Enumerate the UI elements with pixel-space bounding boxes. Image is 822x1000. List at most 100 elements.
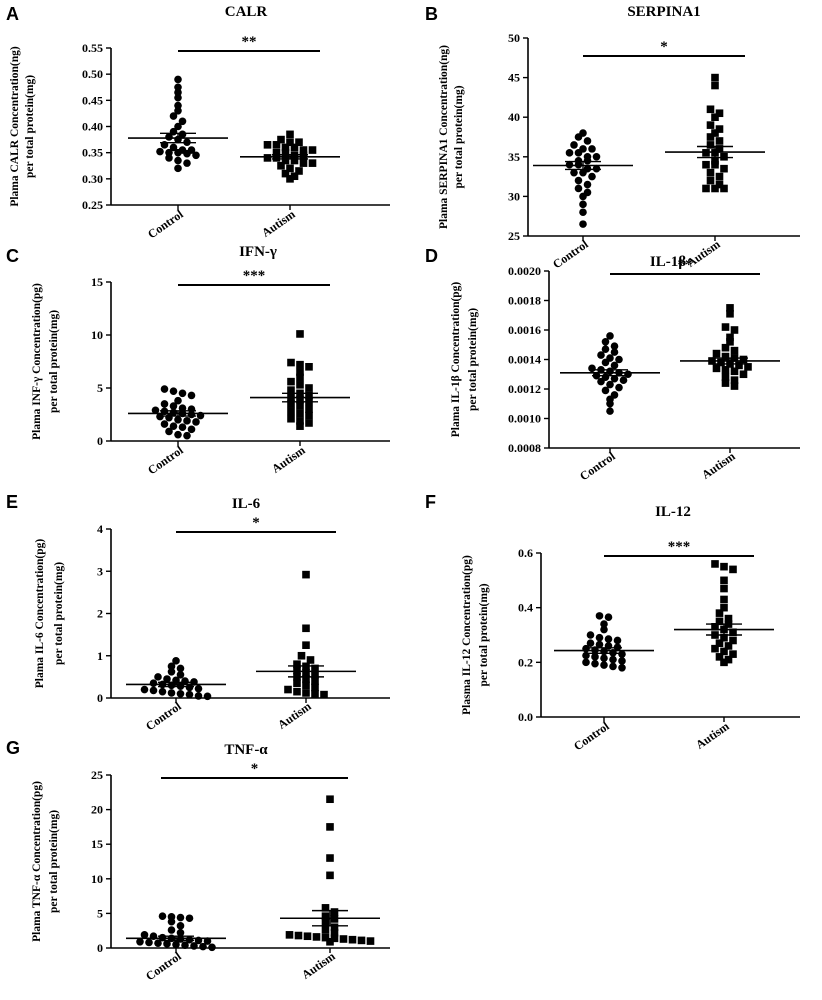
panel-a-autism-point: [277, 135, 285, 144]
panel-b-autism-point: [711, 73, 719, 82]
panel-c-autism-point: [305, 419, 313, 427]
panel-a-control-point: [174, 101, 182, 110]
panel-e-autism-point: [293, 679, 301, 688]
panel-c-control-point: [174, 430, 182, 439]
panel-g-autism-point: [326, 854, 334, 862]
panel-b-ytick-label: 40: [508, 110, 520, 124]
panel-f-control-point: [595, 612, 604, 620]
panel-b-autism-point: [706, 121, 715, 129]
panel-c-control-point: [183, 431, 191, 440]
panel-e-ytick-label: 1: [97, 649, 103, 663]
panel-g-control-point: [158, 912, 167, 920]
panel-b-control-point: [574, 149, 583, 157]
panel-b-autism-point: [715, 125, 724, 133]
panel-c-ytick-label: 15: [91, 275, 103, 289]
panel-e-ytick-label: 4: [97, 522, 103, 536]
panel-e-autism-point: [302, 675, 310, 683]
panel-a-ylabel-line2: per total protein(mg): [24, 75, 36, 178]
panel-f-autism-point: [720, 658, 728, 667]
panel-c-control-point: [169, 387, 178, 395]
panel-b-autism-point: [720, 164, 728, 173]
panel-a-autism-point: [299, 159, 308, 167]
panel-f-autism-point: [729, 636, 737, 645]
panel-a-autism-point: [272, 141, 281, 149]
panel-g-autism-point: [339, 935, 348, 943]
panel-b-control-point: [583, 156, 592, 165]
panel-b-control-point: [583, 180, 592, 189]
panel-c-autism-point: [296, 422, 304, 430]
panel-e-xtick-label: Autism: [275, 699, 314, 732]
panel-g-ylabel-line1: Plama TNF-α Concentration(pg): [31, 781, 43, 942]
panel-a-control-point: [174, 156, 182, 165]
panel-c-control-point: [160, 420, 169, 428]
panel-d-control-point: [597, 351, 605, 359]
panel-b-autism-point: [711, 129, 719, 137]
panel-b-letter: B: [425, 4, 438, 24]
panel-b-control-point: [579, 192, 587, 201]
panel-d-autism-point: [744, 363, 752, 371]
panel-c-title: IFN-γ: [239, 244, 277, 260]
panel-e-control-point: [167, 662, 176, 671]
panel-f-ylabel-line2: per total protein(mg): [478, 583, 490, 686]
panel-a-control-point: [178, 117, 187, 126]
panel-d-control-point: [606, 399, 614, 408]
panel-e-autism-point: [311, 677, 319, 685]
panel-c-autism-point: [305, 391, 313, 400]
panel-c-control-point: [160, 385, 169, 393]
panel-d-control-point: [601, 386, 610, 395]
panel-c-autism-point: [296, 409, 304, 418]
panel-b-autism-point: [711, 184, 719, 193]
panel-d-autism-point: [712, 349, 721, 358]
panel-b-control-point: [579, 220, 587, 228]
panel-e-control-point: [149, 679, 158, 688]
panel-f-autism-point: [724, 614, 733, 623]
panel-d-autism-point: [735, 361, 743, 370]
panel-d-autism-point: [712, 364, 721, 373]
panel-c-autism-point: [296, 360, 304, 369]
panel-g-ytick-label: 15: [91, 837, 103, 851]
panel-a-control-point: [174, 75, 182, 84]
panel-a-control-point: [169, 112, 178, 120]
panel-e-control-point: [185, 690, 194, 699]
panel-d-autism-point: [739, 355, 748, 364]
panel-g-control-point: [176, 928, 185, 937]
panel-b-control-point: [579, 208, 587, 217]
panel-e-autism-point: [306, 656, 315, 664]
panel-f-control-point: [604, 613, 613, 622]
panel-g-autism-point: [326, 871, 334, 880]
panel-d-control-point: [606, 380, 614, 389]
panel-d-control-point: [610, 374, 619, 383]
panel-g-control-point: [154, 939, 162, 947]
panel-c-ytick-label: 10: [91, 328, 103, 342]
panel-e-autism-point: [311, 670, 319, 679]
panel-b-ytick-label: 30: [508, 189, 520, 203]
panel-g-control-point: [176, 922, 185, 930]
panel-d-ytick-label: 0.0018: [508, 294, 541, 308]
panel-b-autism-point: [715, 109, 724, 118]
panel-d-autism-point: [730, 326, 739, 334]
panel-b-autism-point: [711, 156, 719, 165]
panel-g-autism-point: [326, 937, 334, 946]
panel-d-ylabel-line2: per total protein(mg): [467, 308, 479, 411]
panel-d-ytick-label: 0.0016: [508, 323, 541, 337]
panel-a-autism-point: [290, 156, 299, 165]
panel-f-autism-point: [720, 562, 728, 571]
panel-f-significance-label: ***: [668, 539, 691, 555]
panel-c-control-point: [183, 417, 191, 425]
panel-a-control-point: [156, 147, 164, 156]
panel-e-autism-point: [293, 660, 301, 668]
panel-a-control-point: [174, 122, 182, 131]
panel-c-control-point: [169, 402, 178, 410]
panel-a-ytick-label: 0.45: [82, 93, 103, 107]
panel-d-control-point: [615, 355, 623, 364]
panel-f-ytick-label: 0.2: [518, 655, 533, 669]
panel-c-control-point: [174, 416, 182, 424]
panel-f-control-point: [586, 631, 595, 639]
panel-c-ytick-label: 0: [97, 434, 103, 448]
panel-g-autism-point: [321, 933, 330, 942]
panel-g-control-point: [203, 937, 212, 945]
panel-f-title: IL-12: [655, 504, 691, 520]
panel-a-autism-point: [286, 164, 294, 173]
panel-b-autism-point: [706, 176, 715, 185]
